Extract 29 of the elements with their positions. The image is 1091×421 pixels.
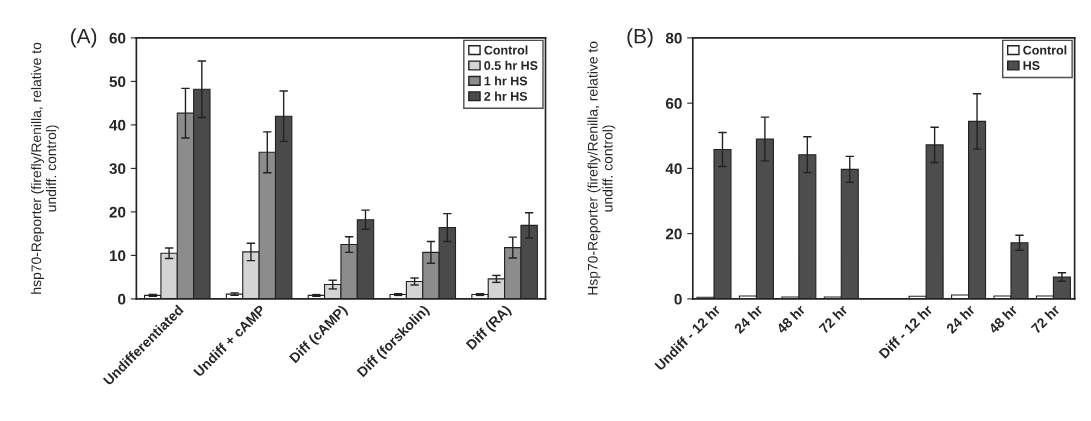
x-tick-label: 48 hr xyxy=(775,303,806,335)
y-tick-label: 60 xyxy=(109,32,126,44)
y-axis-title: hsp70-Reporter (firefly/Renilla, relative to undiff. control) xyxy=(31,42,59,294)
legend-label: Control xyxy=(1023,45,1067,55)
x-tick-label: 24 hr xyxy=(945,303,976,335)
chart-title: (B) xyxy=(627,28,653,48)
x-tick-label: Diff - 12 hr xyxy=(878,303,934,359)
y-tick-label: 30 xyxy=(109,163,126,175)
y-tick-label: 50 xyxy=(109,76,126,88)
x-tick-label: 24 hr xyxy=(733,303,764,335)
y-tick-label: 60 xyxy=(665,98,682,109)
legend-label: 1 hr HS xyxy=(484,76,528,86)
x-tick-label: 48 hr xyxy=(987,303,1019,335)
y-tick-label: 10 xyxy=(109,250,126,262)
y-tick-label: 0 xyxy=(118,293,126,305)
y-tick-label: 20 xyxy=(109,206,126,218)
y-tick-label: 80 xyxy=(665,32,682,44)
y-tick-label: 20 xyxy=(665,228,682,240)
legend-label: HS xyxy=(1023,61,1040,70)
y-tick-label: 40 xyxy=(109,119,126,131)
legend-label: Control xyxy=(484,45,528,55)
chart-title: (A) xyxy=(71,28,97,48)
y-axis-title: Hsp70-Reporter (firefly/Renilla, relative to undiff. control) xyxy=(587,41,616,295)
x-tick-label: 72 hr xyxy=(818,303,849,334)
y-tick-label: 40 xyxy=(665,163,682,175)
y-tick-label: 0 xyxy=(674,293,682,305)
legend-label: 2 hr HS xyxy=(484,91,528,101)
x-tick-label: 72 hr xyxy=(1030,303,1061,334)
legend-label: 0.5 hr HS xyxy=(484,60,538,70)
